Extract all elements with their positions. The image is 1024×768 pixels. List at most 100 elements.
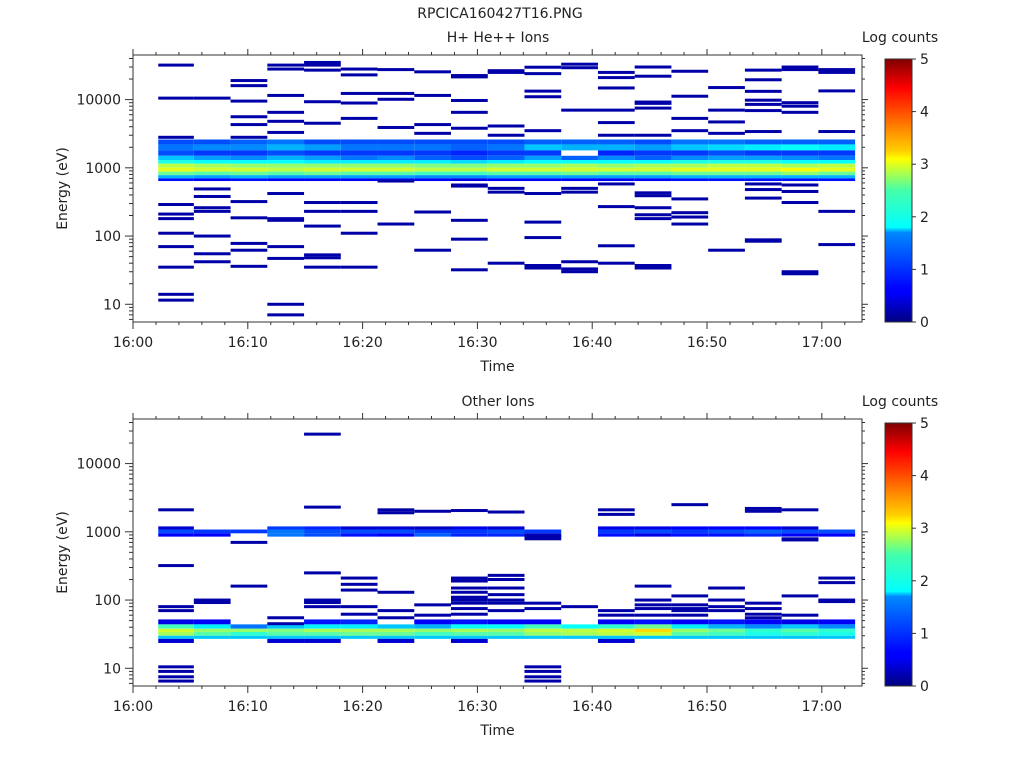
band-cell xyxy=(340,624,378,629)
count-cell xyxy=(781,104,819,108)
count-cell xyxy=(744,616,782,620)
band-cell xyxy=(158,638,194,643)
count-cell xyxy=(304,601,341,605)
band-cell xyxy=(377,533,415,537)
count-cell xyxy=(671,197,709,201)
band-cell xyxy=(340,163,378,168)
band-cell xyxy=(304,526,341,530)
count-cell xyxy=(671,116,709,120)
band-cell xyxy=(487,619,525,625)
band-cell xyxy=(708,533,745,537)
count-cell xyxy=(597,70,635,74)
count-cell xyxy=(451,590,488,594)
band-cell xyxy=(744,163,782,168)
band-cell xyxy=(818,529,856,534)
band-cell xyxy=(524,175,562,179)
x-tick-label: 16:20 xyxy=(342,335,382,351)
count-cell xyxy=(634,133,672,137)
count-cell xyxy=(744,78,782,82)
count-cell xyxy=(634,65,672,69)
band-cell xyxy=(671,619,709,625)
band-cell xyxy=(230,144,268,151)
band-cell xyxy=(451,628,488,633)
count-cell xyxy=(451,595,488,599)
band-cell xyxy=(267,529,305,534)
panel-other-ions: 10 100 1000 10000 16:00 16:10 16:20 16:30 16:40 1… xyxy=(55,413,868,739)
colorbar-tick-label: 0 xyxy=(920,679,929,695)
count-cell xyxy=(377,68,415,72)
count-cell xyxy=(524,65,562,69)
band-cell xyxy=(193,160,231,164)
count-cell xyxy=(304,505,341,509)
count-cell xyxy=(340,201,378,205)
count-cell xyxy=(487,124,525,128)
band-cell xyxy=(781,526,819,530)
count-cell xyxy=(158,609,194,613)
band-cell xyxy=(524,139,562,145)
band-cell xyxy=(634,167,672,172)
count-cell xyxy=(671,594,709,598)
band-cell xyxy=(377,167,415,172)
count-cell xyxy=(634,191,672,195)
count-cell xyxy=(781,65,819,69)
band-cell xyxy=(304,533,341,537)
band-cell xyxy=(193,178,231,182)
count-cell xyxy=(267,67,305,71)
band-cell xyxy=(634,150,672,156)
count-cell xyxy=(744,607,782,611)
count-cell xyxy=(377,511,415,515)
count-cell xyxy=(781,272,819,276)
band-cell xyxy=(304,635,341,639)
band-cell xyxy=(781,632,819,636)
band-cell xyxy=(781,624,819,629)
band-cell xyxy=(524,178,562,182)
count-cell xyxy=(193,234,231,238)
band-cell xyxy=(414,160,452,164)
band-cell xyxy=(744,632,782,636)
count-cell xyxy=(634,266,672,270)
count-cell xyxy=(377,508,415,512)
band-cell xyxy=(744,144,782,151)
count-cell xyxy=(230,99,268,103)
count-cell xyxy=(304,605,341,609)
count-cell xyxy=(597,512,635,516)
count-cell xyxy=(304,63,341,67)
band-cell xyxy=(158,171,194,176)
band-cell xyxy=(414,619,452,625)
x-tick-label: 16:30 xyxy=(457,335,497,351)
band-cell xyxy=(781,150,819,156)
band-cell xyxy=(230,163,268,168)
count-cell xyxy=(781,183,819,187)
band-cell xyxy=(414,144,452,151)
band-cell xyxy=(487,167,525,172)
band-cell xyxy=(267,167,305,172)
count-cell xyxy=(524,72,562,76)
count-cell xyxy=(524,266,562,270)
count-cell xyxy=(230,123,268,127)
count-cell xyxy=(744,509,782,513)
band-cell xyxy=(708,160,745,164)
band-cell xyxy=(524,624,562,629)
count-cell xyxy=(671,607,709,611)
count-cell xyxy=(634,613,672,617)
band-cell xyxy=(671,529,709,534)
band-cell xyxy=(193,619,231,625)
count-cell xyxy=(524,89,562,93)
count-cell xyxy=(377,222,415,226)
band-cell xyxy=(597,150,635,156)
band-cell xyxy=(671,175,709,179)
count-cell xyxy=(340,576,378,580)
count-cell xyxy=(744,98,782,102)
band-cell xyxy=(708,163,745,168)
count-cell xyxy=(781,594,819,598)
band-cell xyxy=(340,171,378,176)
band-cell xyxy=(304,178,341,182)
band-cell xyxy=(818,167,856,172)
count-cell xyxy=(451,126,488,130)
band-cell xyxy=(304,638,341,643)
band-cell xyxy=(267,526,305,530)
count-cell xyxy=(267,616,305,620)
band-cell xyxy=(451,635,488,639)
count-cell xyxy=(193,206,231,210)
band-cell xyxy=(487,171,525,176)
